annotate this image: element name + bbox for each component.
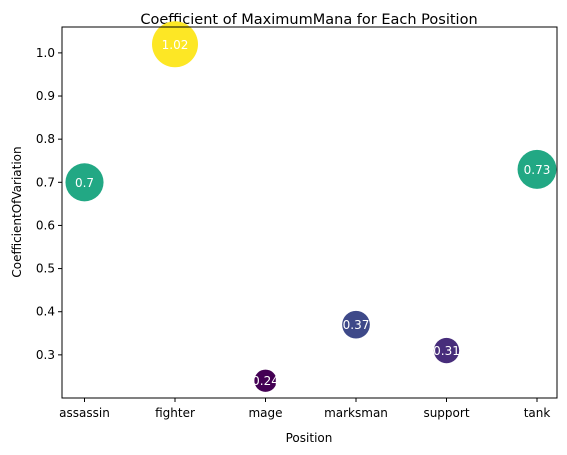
data-point — [254, 369, 277, 392]
data-point — [152, 21, 198, 68]
y-tick-label: 1.0 — [36, 46, 55, 60]
y-tick-label: 0.7 — [36, 175, 55, 189]
data-label: 0.31 — [433, 344, 460, 358]
plot-area: 0.7 1.02 0.24 0.37 0.31 0.73 — [65, 21, 557, 392]
y-tick-label: 0.5 — [36, 262, 55, 276]
data-point — [517, 149, 557, 189]
x-tick-label: mage — [248, 406, 282, 420]
data-label: 0.73 — [524, 163, 551, 177]
data-label: 1.02 — [162, 38, 189, 52]
y-tick-label: 0.8 — [36, 132, 55, 146]
y-tick-label: 0.6 — [36, 218, 55, 232]
y-tick-label: 0.9 — [36, 89, 55, 103]
y-axis-label: CoefficientOfVariation — [10, 146, 24, 277]
data-point — [342, 310, 370, 339]
x-tick-label: assassin — [59, 406, 110, 420]
data-label: 0.24 — [252, 374, 279, 388]
x-tick-label: support — [423, 406, 469, 420]
x-axis-label: Position — [286, 431, 333, 445]
x-tick-label: fighter — [155, 406, 195, 420]
y-tick-label: 0.4 — [36, 305, 55, 319]
data-label: 0.7 — [75, 176, 94, 190]
x-axis: assassin fighter mage marksman support tank — [59, 398, 550, 420]
data-point — [433, 337, 460, 364]
data-label: 0.37 — [343, 318, 370, 332]
plot-frame — [61, 26, 558, 399]
data-point — [65, 163, 104, 202]
y-tick-label: 0.3 — [36, 348, 55, 362]
x-tick-label: marksman — [324, 406, 388, 420]
x-tick-label: tank — [524, 406, 551, 420]
chart-title: Coefficient of MaximumMana for Each Posi… — [140, 12, 477, 28]
y-axis: 0.3 0.4 0.5 0.6 0.7 0.8 0.9 1.0 — [36, 46, 62, 362]
